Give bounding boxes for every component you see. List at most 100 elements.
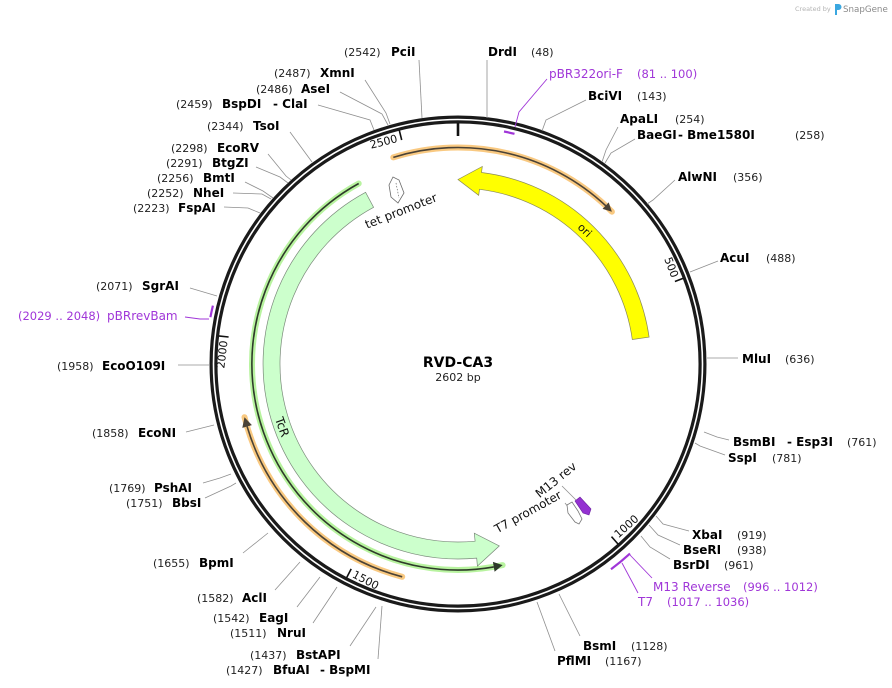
tcr-arrow[interactable] bbox=[262, 191, 500, 567]
orf-lower-left[interactable] bbox=[241, 414, 406, 580]
site-name[interactable]: EcoNI bbox=[138, 426, 176, 440]
site-name[interactable]: BtgZI bbox=[212, 156, 249, 170]
site-tsoi[interactable]: (2344) TsoI bbox=[207, 119, 313, 163]
primer-t7[interactable]: T7 (1017 .. 1036) bbox=[621, 562, 749, 609]
site-bsmbi-esp3i[interactable]: BsmBI - Esp3I (761) bbox=[703, 431, 877, 449]
site-baegi-bme1580i[interactable]: BaeGI - Bme1580I (258) bbox=[604, 128, 825, 164]
promoter-arrow-icon[interactable] bbox=[388, 176, 405, 204]
primer-binding-mark[interactable] bbox=[610, 552, 631, 571]
site-name[interactable]: AseI bbox=[301, 82, 330, 96]
site-name[interactable]: SspI bbox=[728, 451, 757, 465]
site-name[interactable]: SgrAI bbox=[142, 279, 179, 293]
site-acli[interactable]: (1582) AclI bbox=[197, 561, 301, 605]
site-bsmi[interactable]: BsmI (1128) bbox=[558, 593, 668, 653]
site-name[interactable]: BmtI bbox=[203, 171, 235, 185]
site-bsrdi[interactable]: BsrDI (961) bbox=[640, 535, 754, 572]
ori-arrow[interactable] bbox=[457, 165, 650, 340]
site-name[interactable]: BciVI bbox=[588, 89, 622, 103]
site-name[interactable]: BstAPI bbox=[296, 648, 341, 662]
plasmid-length: 2602 bp bbox=[435, 371, 480, 384]
site-bfuai-bspmi[interactable]: (1427) BfuAI - BspMI bbox=[226, 605, 383, 677]
site-name[interactable]: AlwNI bbox=[678, 170, 717, 184]
site-name[interactable]: BseRI bbox=[683, 543, 721, 557]
site-alwni[interactable]: AlwNI (356) bbox=[646, 170, 763, 205]
site-econi[interactable]: (1858) EcoNI bbox=[92, 424, 215, 440]
primer-name[interactable]: pBR322ori-F bbox=[549, 67, 623, 81]
site-name[interactable]: PshAI bbox=[154, 481, 192, 495]
site-pshai[interactable]: (1769) PshAI bbox=[109, 473, 232, 495]
primer-m13-reverse[interactable]: M13 Reverse (996 .. 1012) bbox=[610, 552, 818, 594]
feature-ori[interactable]: ori bbox=[457, 165, 650, 340]
site-name[interactable]: BfuAI bbox=[273, 663, 310, 677]
site-nrui[interactable]: (1511) NruI bbox=[230, 586, 338, 640]
site-fspai[interactable]: (2223) FspAI bbox=[133, 201, 261, 215]
primer-name[interactable]: T7 bbox=[637, 595, 653, 609]
m13-rev-arrow-icon[interactable] bbox=[574, 496, 592, 516]
site-name[interactable]: EcoRV bbox=[217, 141, 260, 155]
site-name[interactable]: AcuI bbox=[720, 251, 749, 265]
site-name[interactable]: PflMI bbox=[557, 654, 591, 668]
primer-binding-mark[interactable] bbox=[209, 305, 214, 318]
site-name-secondary[interactable]: - Bme1580I bbox=[678, 128, 755, 142]
site-name[interactable]: XbaI bbox=[692, 528, 722, 542]
site-mlui[interactable]: MluI (636) bbox=[707, 352, 815, 366]
site-name[interactable]: BsrDI bbox=[673, 558, 710, 572]
site-bpmi[interactable]: (1655) BpmI bbox=[153, 532, 269, 570]
primer-pbrrevbam[interactable]: (2029 .. 2048) pBRrevBam bbox=[18, 305, 214, 323]
site-name[interactable]: BpmI bbox=[199, 556, 234, 570]
site-name[interactable]: EagI bbox=[259, 611, 288, 625]
snapgene-brand-text: SnapGene bbox=[843, 5, 888, 15]
site-bseri[interactable]: BseRI (938) bbox=[648, 524, 767, 557]
site-name[interactable]: EcoO109I bbox=[102, 359, 165, 373]
site-bcivi[interactable]: BciVI (143) bbox=[541, 89, 667, 132]
site-name[interactable]: ApaLI bbox=[620, 112, 658, 126]
site-name[interactable]: BspDI bbox=[222, 97, 261, 111]
site-bspdi-clai[interactable]: (2459) BspDI - ClaI bbox=[176, 97, 375, 131]
site-name[interactable]: NruI bbox=[277, 626, 306, 640]
site-name[interactable]: BbsI bbox=[172, 496, 201, 510]
promoter-arrow-icon[interactable] bbox=[566, 501, 583, 525]
site-name[interactable]: FspAI bbox=[178, 201, 216, 215]
site-name-secondary[interactable]: - ClaI bbox=[273, 97, 308, 111]
site-ecorv[interactable]: (2298) EcoRV bbox=[171, 141, 292, 181]
site-position: (1437) bbox=[250, 649, 287, 662]
primer-binding-mark[interactable] bbox=[503, 130, 515, 135]
site-name[interactable]: XmnI bbox=[320, 66, 355, 80]
site-sgrai[interactable]: (2071) SgrAI bbox=[96, 279, 218, 297]
site-name[interactable]: AclI bbox=[242, 591, 267, 605]
site-name[interactable]: BsmI bbox=[583, 639, 616, 653]
site-drdi[interactable]: DrdI (48) bbox=[486, 45, 554, 118]
primer-pbr322ori-f[interactable]: pBR322ori-F (81 .. 100) bbox=[503, 67, 697, 135]
orf-top[interactable] bbox=[390, 144, 615, 215]
site-apali[interactable]: ApaLI (254) bbox=[601, 112, 705, 163]
site-acui[interactable]: AcuI (488) bbox=[689, 251, 796, 273]
site-name-secondary[interactable]: - Esp3I bbox=[787, 435, 833, 449]
site-pflmi[interactable]: PflMI (1167) bbox=[536, 601, 642, 668]
orf-tcr[interactable] bbox=[249, 180, 506, 573]
site-pcii[interactable]: (2542) PciI bbox=[344, 45, 423, 119]
site-bmti[interactable]: (2256) BmtI bbox=[157, 171, 274, 199]
site-name[interactable]: TsoI bbox=[253, 119, 279, 133]
site-name-secondary[interactable]: - BspMI bbox=[320, 663, 370, 677]
site-ecoo109i[interactable]: (1958) EcoO109I bbox=[57, 359, 209, 373]
site-name[interactable]: BaeGI bbox=[637, 128, 677, 142]
site-name[interactable]: MluI bbox=[742, 352, 771, 366]
site-name[interactable]: PciI bbox=[391, 45, 416, 59]
site-btgzi[interactable]: (2291) BtgZI bbox=[166, 156, 289, 184]
site-xmni[interactable]: (2487) XmnI bbox=[274, 66, 391, 125]
site-name[interactable]: NheI bbox=[193, 186, 224, 200]
feature-tet-promoter[interactable]: tet promoter bbox=[363, 176, 439, 231]
site-nhei[interactable]: (2252) NheI bbox=[147, 186, 272, 200]
site-xbai[interactable]: XbaI (919) bbox=[655, 515, 767, 542]
feature-tcr[interactable]: TcR bbox=[262, 191, 500, 567]
site-sspi[interactable]: SspI (781) bbox=[694, 442, 802, 465]
primer-range: (1017 .. 1036) bbox=[667, 595, 749, 609]
site-name[interactable]: DrdI bbox=[488, 45, 517, 59]
site-bbsi[interactable]: (1751) BbsI bbox=[126, 482, 237, 510]
primer-name[interactable]: M13 Reverse bbox=[653, 580, 731, 594]
primer-name[interactable]: pBRrevBam bbox=[107, 309, 178, 323]
site-name[interactable]: BsmBI bbox=[733, 435, 775, 449]
site-bstapi[interactable]: (1437) BstAPI bbox=[250, 606, 377, 662]
site-eagi[interactable]: (1542) EagI bbox=[213, 576, 321, 625]
site-asei[interactable]: (2486) AseI bbox=[256, 82, 389, 126]
